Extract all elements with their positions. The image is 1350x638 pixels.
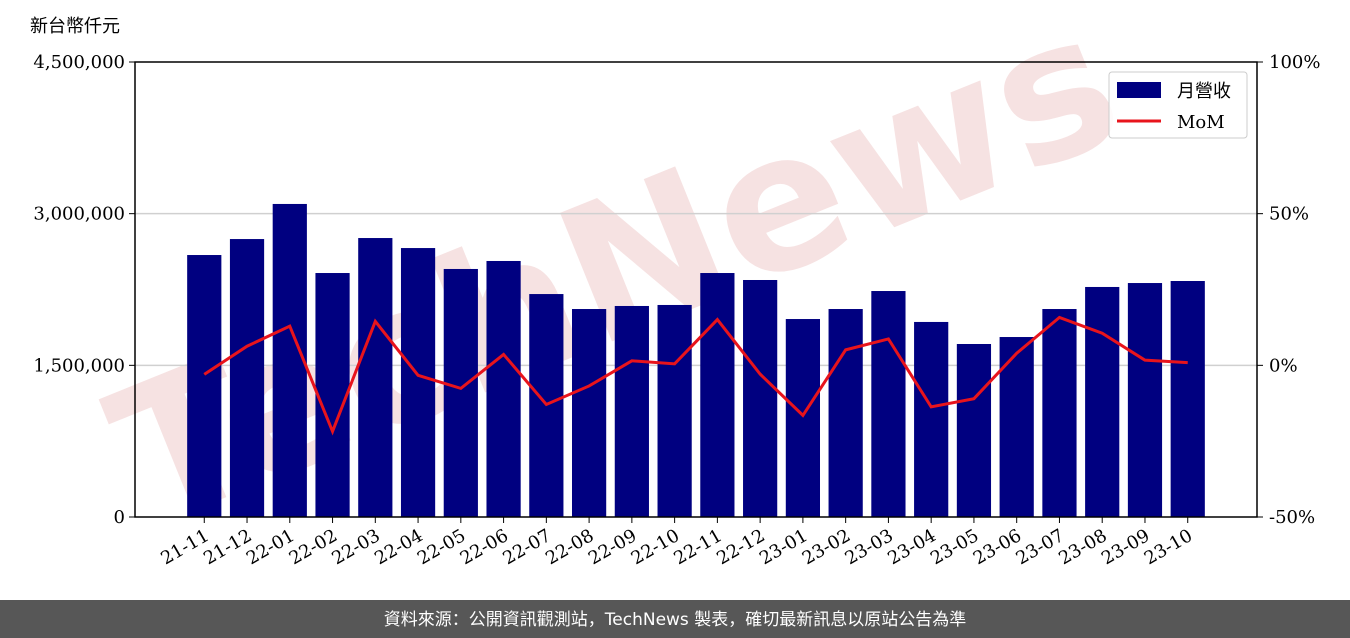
x-tick-label: 22-08 — [542, 525, 597, 569]
bar — [400, 248, 436, 518]
x-tick-label: 22-02 — [286, 525, 341, 569]
x-tick-label: 22-06 — [457, 525, 512, 569]
x-tick-label: 22-07 — [499, 525, 554, 569]
bar — [700, 273, 735, 517]
y2-tick-label: 0% — [1269, 355, 1298, 376]
bar — [657, 304, 692, 517]
x-tick-label: 23-07 — [1013, 525, 1068, 569]
bar — [1085, 286, 1120, 517]
x-tick-label: 23-04 — [884, 525, 939, 569]
plot-frame — [134, 61, 1258, 518]
y-axis-label: 新台幣仟元 — [30, 16, 120, 37]
bar — [914, 321, 949, 517]
x-tick-label: 22-03 — [328, 525, 383, 569]
legend-label: MoM — [1177, 112, 1225, 133]
x-tick-label: 22-10 — [628, 525, 683, 569]
x-tick-label: 23-10 — [1141, 525, 1196, 569]
x-tick-label: 23-01 — [756, 525, 811, 569]
bar — [614, 305, 649, 517]
bar — [785, 319, 821, 517]
x-tick-label: 23-02 — [799, 525, 854, 569]
bar — [272, 203, 307, 517]
footer-text: 資料來源：公開資訊觀測站，TechNews 製表，確切最新訊息以原站公告為準 — [384, 610, 966, 630]
x-tick-label: 23-09 — [1098, 525, 1153, 569]
x-tick-label: 23-06 — [970, 525, 1025, 569]
bar — [229, 239, 265, 517]
bar — [1170, 281, 1205, 517]
bar — [828, 309, 863, 517]
x-tick-label: 23-08 — [1055, 525, 1110, 569]
bar — [358, 238, 393, 518]
footer-bar — [0, 600, 1350, 638]
bar — [1127, 283, 1163, 517]
y-tick-label: 3,000,000 — [33, 204, 125, 225]
y2-tick-label: 50% — [1269, 204, 1309, 225]
x-tick-label: 23-03 — [841, 525, 896, 569]
legend-label: 月營收 — [1177, 81, 1231, 102]
bar — [871, 291, 906, 517]
y2-tick-label: 100% — [1269, 52, 1320, 73]
y2-tick-label: -50% — [1269, 507, 1315, 528]
bar — [486, 260, 521, 517]
line — [203, 315, 1188, 436]
x-tick-label: 22-12 — [713, 525, 768, 569]
bar — [315, 273, 350, 517]
y-tick-label: 4,500,000 — [33, 52, 125, 73]
x-tick-label: 22-05 — [414, 525, 469, 569]
x-tick-label: 22-11 — [670, 525, 725, 569]
legend-swatch — [1117, 82, 1161, 98]
y-tick-label: 0 — [114, 507, 125, 528]
bar — [187, 255, 222, 517]
bar — [571, 309, 607, 517]
bar — [743, 279, 778, 517]
bar — [956, 343, 992, 517]
bar — [443, 268, 478, 517]
y-tick-label: 1,500,000 — [33, 355, 125, 376]
bar — [1042, 309, 1077, 517]
x-tick-label: 22-09 — [585, 525, 640, 569]
x-tick-label: 23-05 — [927, 525, 982, 569]
x-tick-label: 22-04 — [371, 525, 426, 569]
